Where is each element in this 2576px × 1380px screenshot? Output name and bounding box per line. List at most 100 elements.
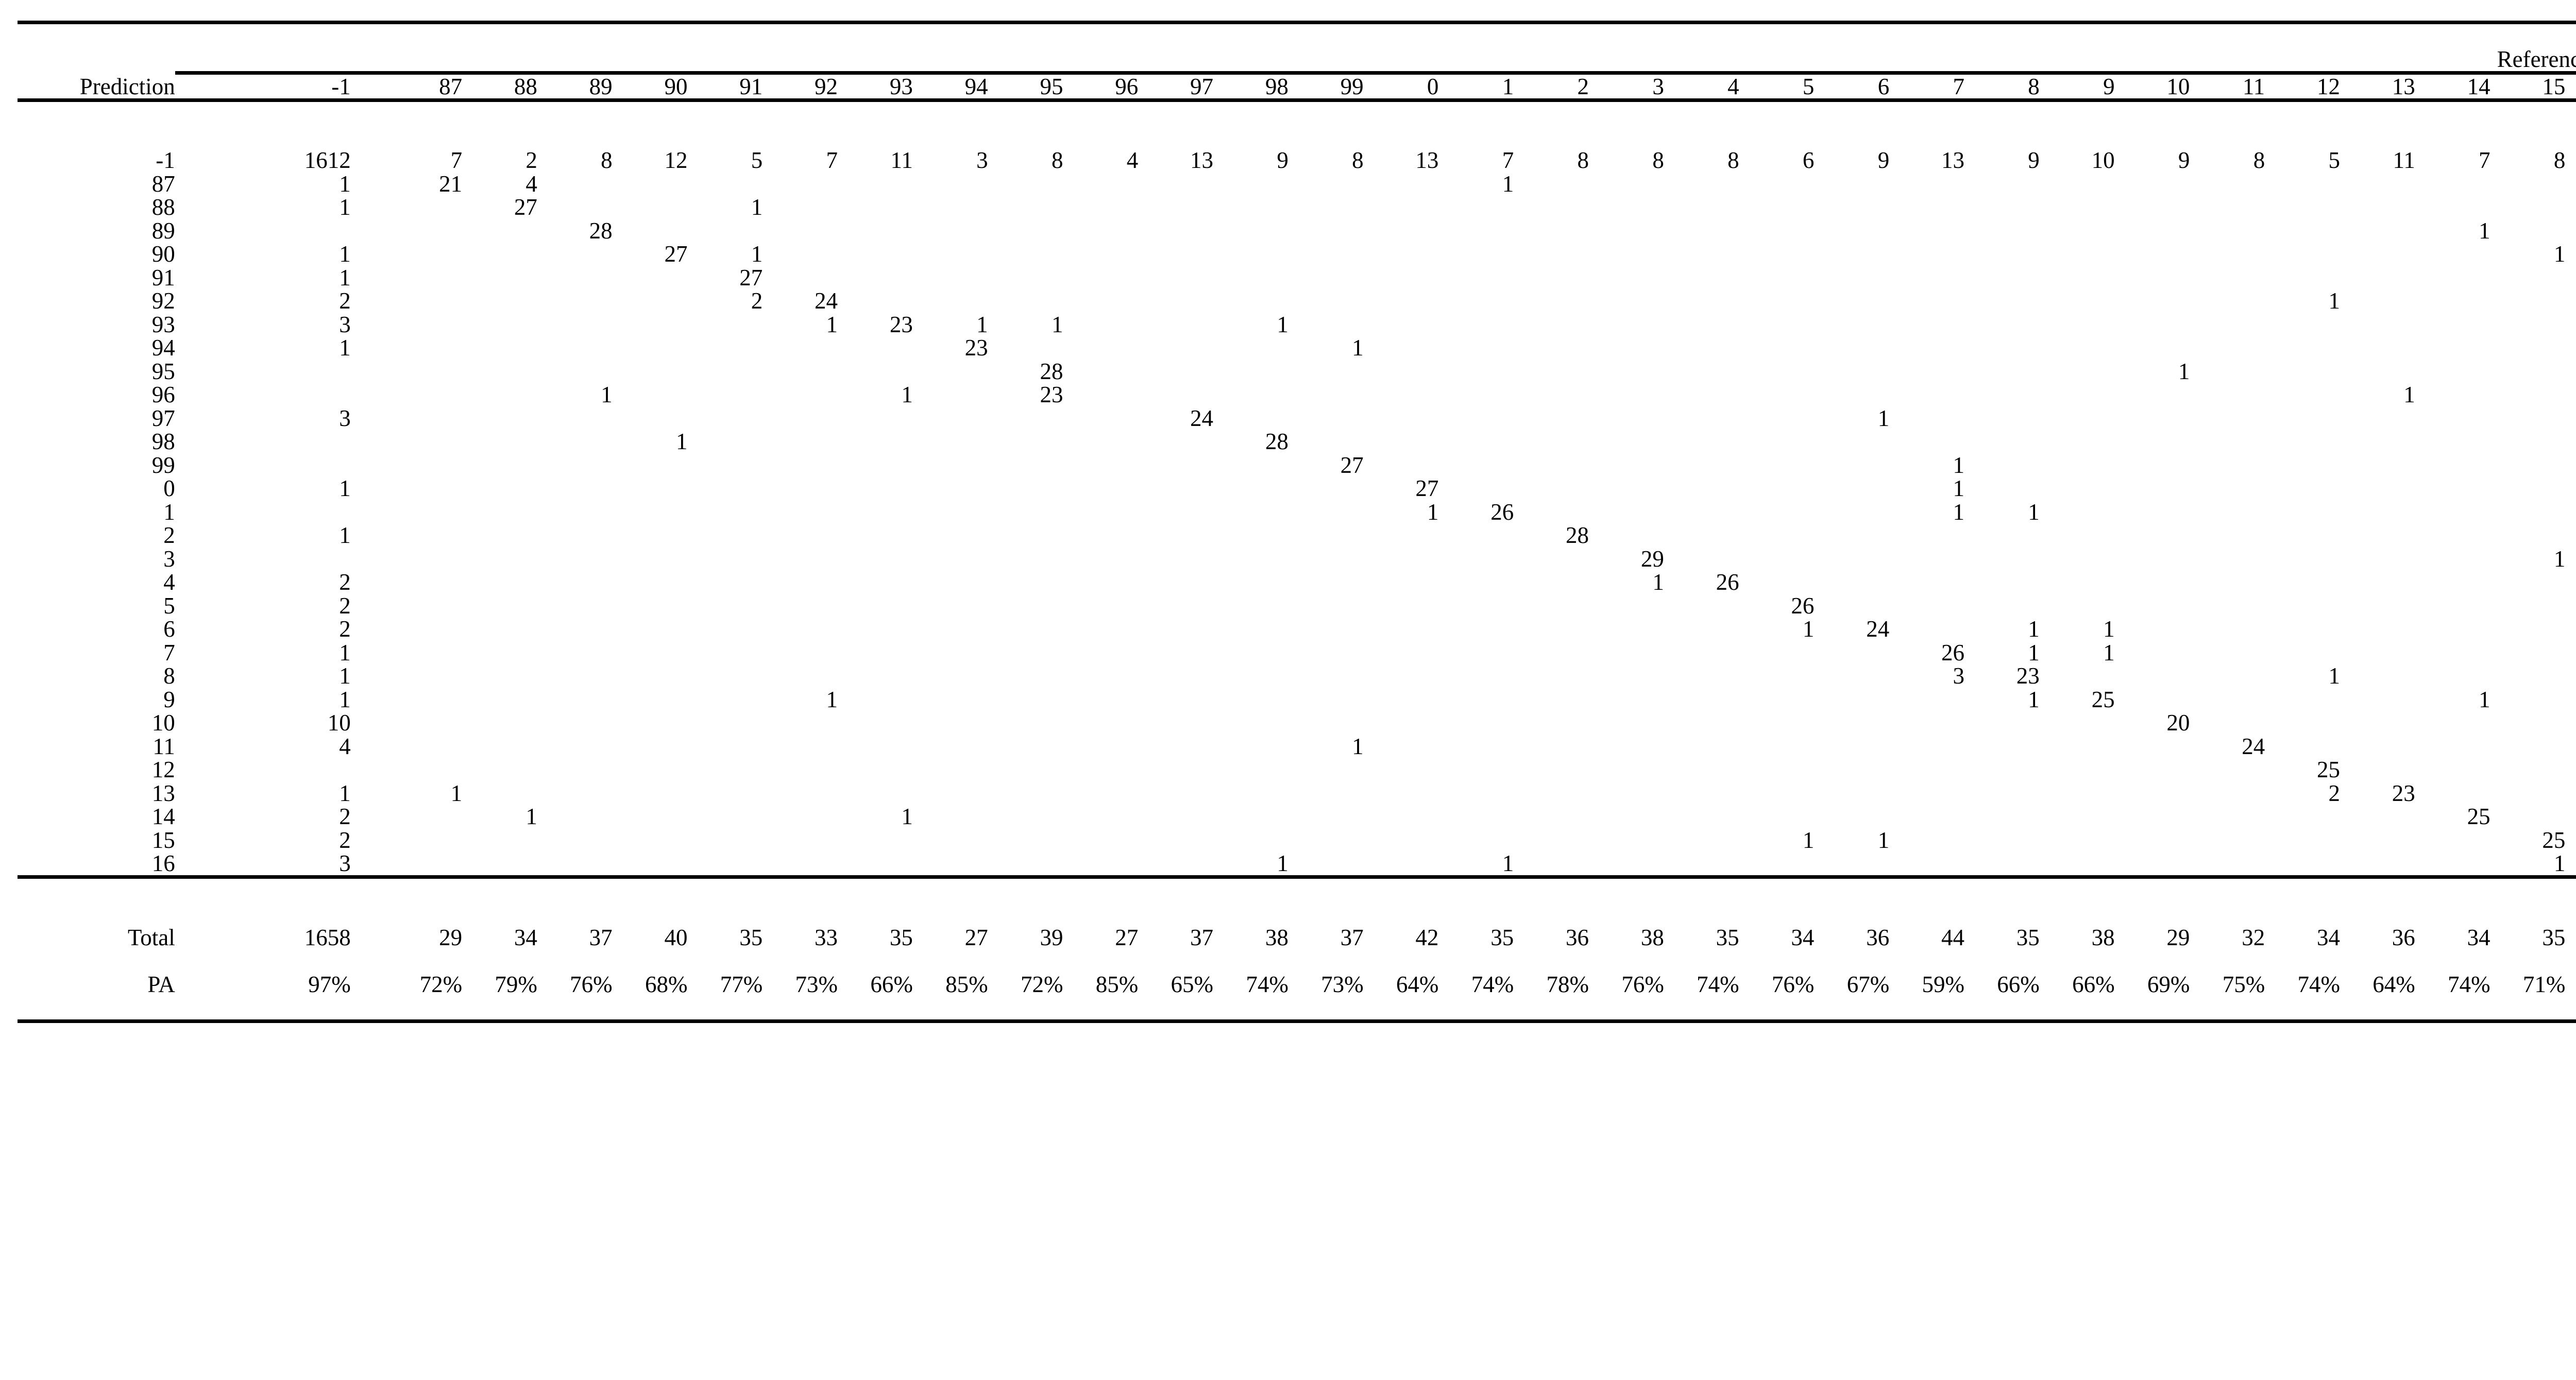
matrix-cell bbox=[1213, 571, 1289, 594]
matrix-cell bbox=[838, 758, 913, 782]
matrix-cell bbox=[2115, 524, 2190, 548]
matrix-cell: 28 bbox=[1040, 358, 1063, 384]
matrix-cell bbox=[1063, 524, 1138, 548]
matrix-cell: 4 bbox=[339, 733, 351, 759]
matrix-cell bbox=[1889, 360, 1964, 383]
matrix-cell bbox=[1138, 805, 1213, 829]
matrix-cell bbox=[762, 735, 838, 758]
matrix-cell bbox=[1814, 688, 1889, 711]
matrix-cell bbox=[2190, 500, 2265, 524]
matrix-cell bbox=[1739, 289, 1815, 313]
matrix-cell bbox=[2115, 383, 2190, 407]
matrix-cell bbox=[1438, 571, 1514, 594]
matrix-cell bbox=[613, 453, 688, 477]
column-pa: 66% bbox=[1997, 971, 2040, 997]
matrix-cell: 8 bbox=[601, 147, 613, 173]
matrix-cell bbox=[2190, 477, 2265, 501]
matrix-cell bbox=[2565, 430, 2576, 454]
row-gap bbox=[351, 453, 387, 477]
matrix-cell bbox=[2265, 547, 2340, 571]
matrix-cell bbox=[1213, 805, 1289, 829]
matrix-cell bbox=[1814, 289, 1889, 313]
matrix-cell bbox=[2415, 500, 2490, 524]
matrix-cell bbox=[1138, 500, 1213, 524]
matrix-cell bbox=[1589, 383, 1664, 407]
matrix-cell bbox=[1739, 852, 1815, 877]
matrix-cell bbox=[1514, 360, 1589, 383]
matrix-cell bbox=[1364, 781, 1439, 805]
matrix-cell bbox=[2340, 243, 2415, 266]
matrix-cell bbox=[1889, 688, 1964, 711]
matrix-cell: 5 bbox=[2328, 147, 2340, 173]
matrix-cell bbox=[1063, 313, 1138, 336]
matrix-cell: 11 bbox=[890, 147, 913, 173]
matrix-cell bbox=[1739, 243, 1815, 266]
matrix-cell bbox=[2490, 266, 2566, 289]
matrix-cell bbox=[1589, 477, 1664, 501]
matrix-cell bbox=[838, 781, 913, 805]
matrix-cell bbox=[1814, 336, 1889, 360]
matrix-cell bbox=[1364, 828, 1439, 852]
table-row: 92222412983% bbox=[18, 289, 2576, 313]
matrix-cell bbox=[2190, 688, 2265, 711]
matrix-cell bbox=[613, 500, 688, 524]
matrix-cell bbox=[2340, 711, 2415, 735]
matrix-cell bbox=[1138, 289, 1213, 313]
matrix-cell bbox=[175, 360, 351, 383]
matrix-cell bbox=[2565, 196, 2576, 219]
matrix-cell bbox=[2265, 266, 2340, 289]
matrix-cell bbox=[1438, 383, 1514, 407]
column-header-3: 3 bbox=[1589, 71, 1664, 100]
matrix-cell bbox=[762, 360, 838, 383]
matrix-cell bbox=[2040, 758, 2115, 782]
matrix-cell: 10 bbox=[327, 710, 351, 736]
matrix-cell: 29 bbox=[1640, 546, 1664, 572]
matrix-cell bbox=[1289, 500, 1364, 524]
matrix-cell bbox=[537, 665, 613, 688]
matrix-cell bbox=[1364, 665, 1439, 688]
matrix-cell bbox=[1514, 665, 1589, 688]
row-label-2: 2 bbox=[163, 522, 175, 548]
matrix-cell bbox=[2040, 266, 2115, 289]
matrix-cell bbox=[2415, 571, 2490, 594]
matrix-cell: 20 bbox=[2166, 710, 2190, 736]
matrix-cell: 1 bbox=[601, 382, 613, 407]
matrix-cell bbox=[1213, 665, 1289, 688]
matrix-body: -1 1612 7 2 8 12 5 7 11 3 8 4 13 9 8 13 7 8 8 8 6 9 13 9 10 9 8 5 11… bbox=[18, 125, 2576, 877]
matrix-cell bbox=[1364, 289, 1439, 313]
matrix-cell bbox=[1589, 243, 1664, 266]
matrix-cell bbox=[1364, 852, 1439, 877]
matrix-cell bbox=[687, 172, 762, 196]
matrix-cell bbox=[2340, 453, 2415, 477]
matrix-cell bbox=[988, 618, 1063, 641]
matrix-cell bbox=[613, 336, 688, 360]
matrix-cell: 1 bbox=[339, 475, 351, 501]
column-pa: 75% bbox=[2222, 971, 2265, 997]
row-gap bbox=[351, 852, 387, 877]
matrix-cell bbox=[1213, 758, 1289, 782]
row-gap bbox=[351, 336, 387, 360]
matrix-cell: 1 bbox=[450, 780, 463, 806]
column-total: 35 bbox=[1490, 924, 1514, 950]
matrix-cell bbox=[1514, 219, 1589, 243]
column-total: 38 bbox=[1640, 924, 1664, 950]
row-gap bbox=[351, 973, 387, 996]
matrix-cell bbox=[2565, 477, 2576, 501]
matrix-cell bbox=[2340, 289, 2415, 313]
matrix-cell: 1 bbox=[1652, 569, 1664, 595]
matrix-cell bbox=[1138, 618, 1213, 641]
matrix-cell: 27 bbox=[1340, 452, 1364, 478]
matrix-cell bbox=[537, 594, 613, 618]
matrix-cell bbox=[1438, 360, 1514, 383]
matrix-cell bbox=[2415, 852, 2490, 877]
matrix-cell bbox=[387, 665, 462, 688]
matrix-cell bbox=[537, 196, 613, 219]
matrix-cell: 3 bbox=[339, 850, 351, 876]
matrix-cell bbox=[2190, 313, 2265, 336]
matrix-cell bbox=[1364, 430, 1439, 454]
matrix-cell: 1 bbox=[751, 241, 763, 267]
matrix-cell bbox=[537, 243, 613, 266]
column-total: 37 bbox=[1340, 924, 1364, 950]
column-pa: 72% bbox=[1020, 971, 1063, 997]
matrix-cell bbox=[2340, 547, 2415, 571]
